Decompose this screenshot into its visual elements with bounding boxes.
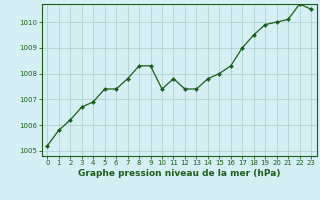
X-axis label: Graphe pression niveau de la mer (hPa): Graphe pression niveau de la mer (hPa) (78, 169, 280, 178)
